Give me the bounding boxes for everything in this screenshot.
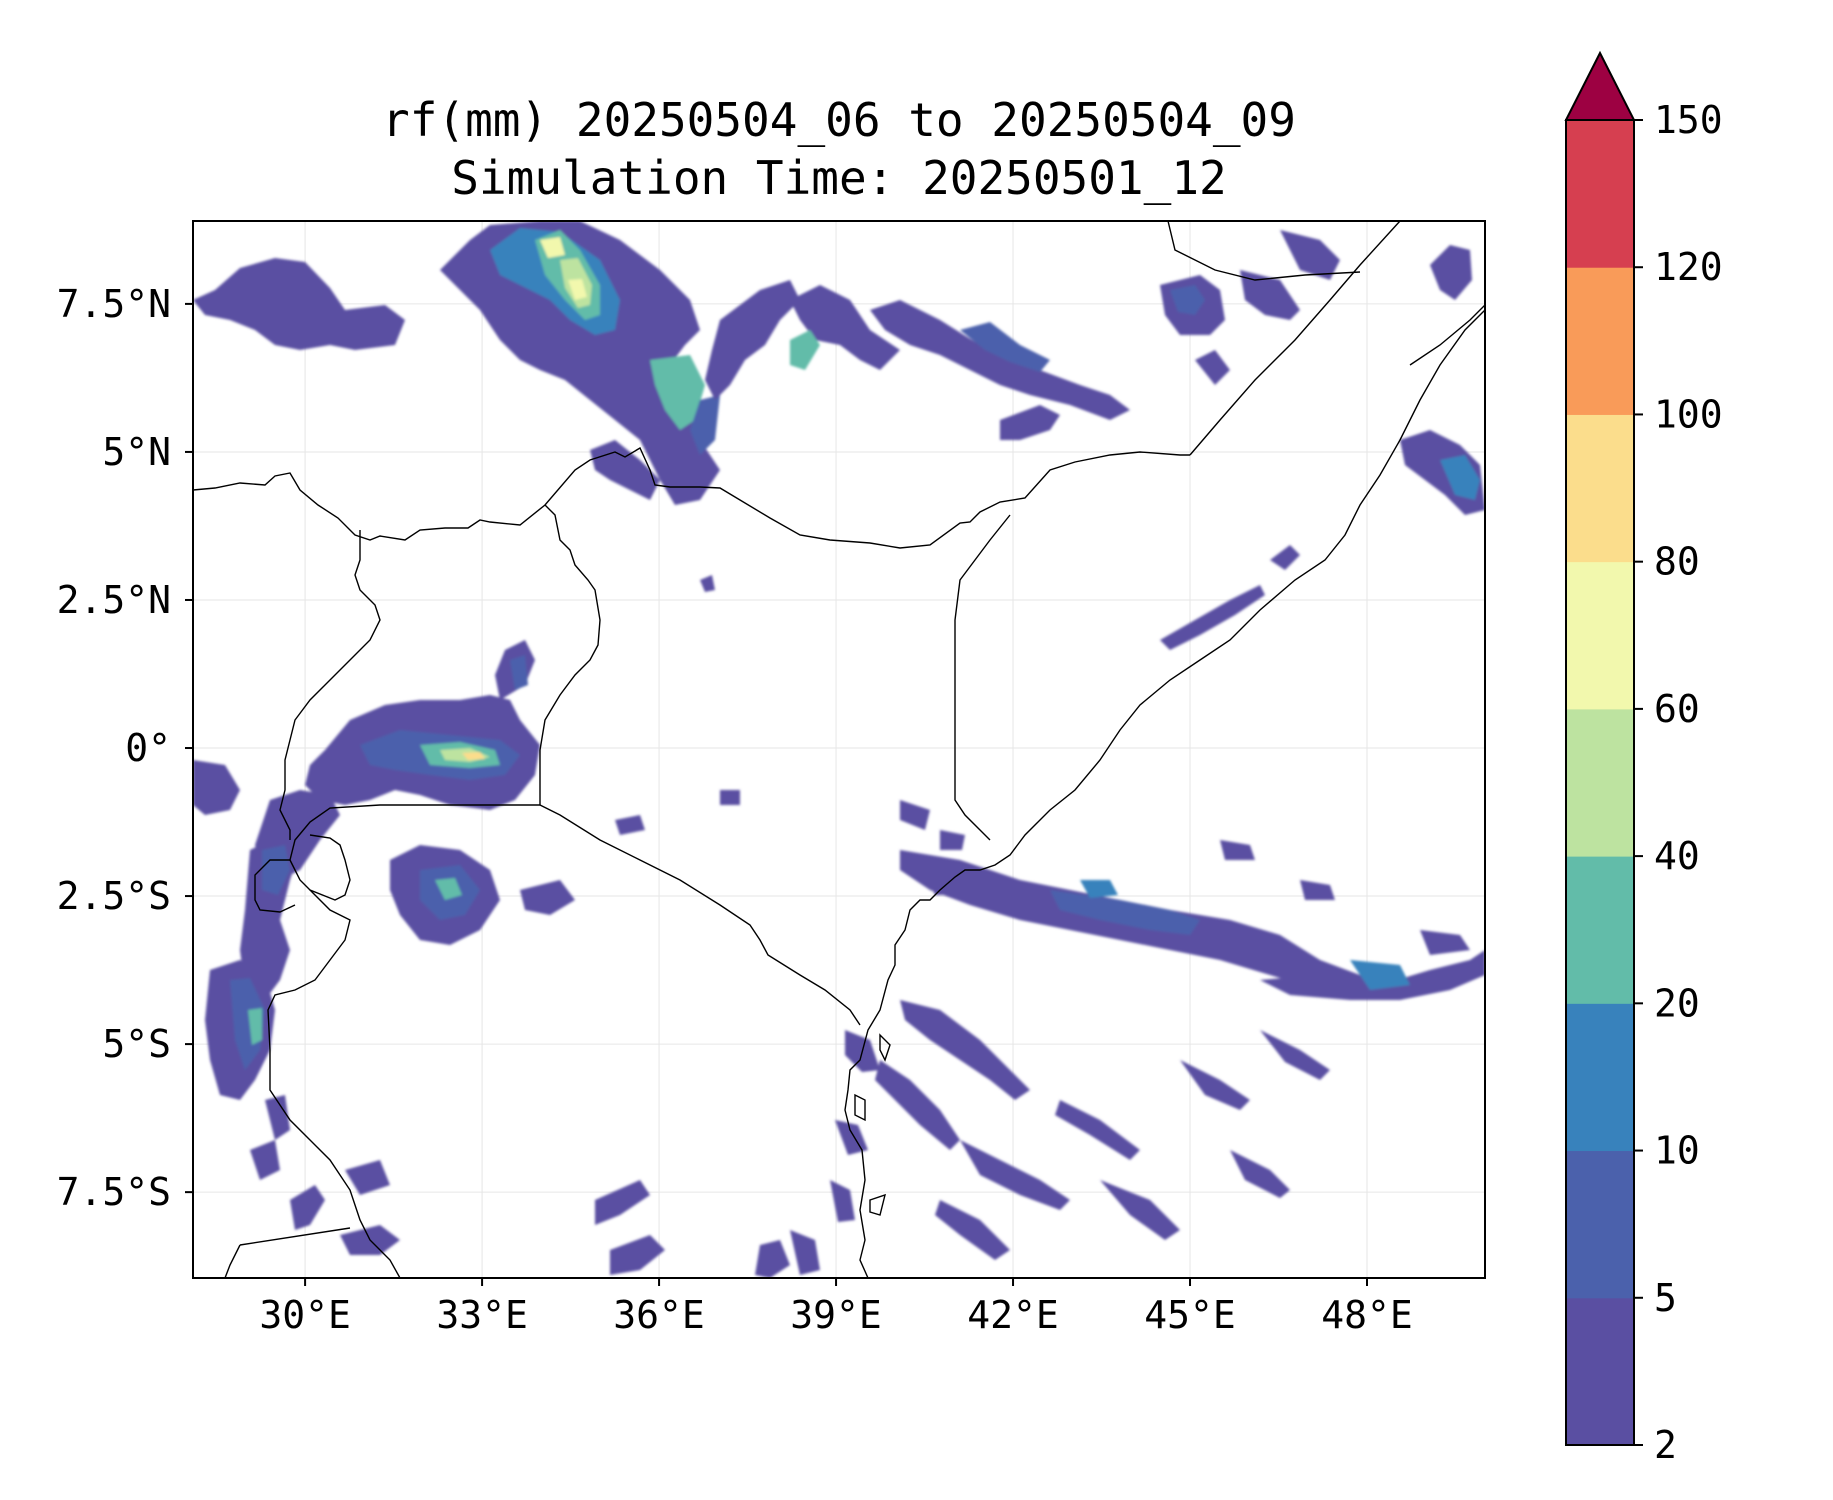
colorbar-band	[1566, 267, 1634, 415]
rainfall-field	[193, 221, 1485, 1278]
colorbar: 2 5 10 20 40 60 80 100 120 150	[1564, 50, 1723, 1467]
x-tick-label: 42°E	[967, 1293, 1059, 1337]
colorbar-band	[1566, 120, 1634, 268]
colorbar-tick-label: 80	[1654, 540, 1700, 584]
colorbar-band	[1566, 1003, 1634, 1152]
y-tick-label: 5°S	[102, 1022, 171, 1066]
colorbar-tick-label: 2	[1654, 1423, 1677, 1467]
x-tick-label: 30°E	[259, 1293, 351, 1337]
colorbar-tick-label: 60	[1654, 687, 1700, 731]
colorbar-band	[1566, 1150, 1634, 1299]
colorbar-tick-label: 100	[1654, 392, 1723, 436]
colorbar-band	[1566, 708, 1634, 857]
colorbar-band	[1566, 414, 1634, 563]
y-tick-label: 5°N	[102, 430, 171, 474]
x-tick-label: 45°E	[1144, 1293, 1236, 1337]
colorbar-tick-label: 120	[1654, 245, 1723, 289]
x-tick-label: 48°E	[1321, 1293, 1413, 1337]
y-tick-label: 7.5°S	[57, 1170, 171, 1214]
map-title: rf(mm) 20250504_06 to 20250504_09	[382, 93, 1296, 147]
colorbar-band	[1566, 856, 1634, 1004]
y-tick-label: 7.5°N	[57, 282, 171, 326]
colorbar-tick-label: 40	[1654, 834, 1700, 878]
colorbar-tick-label: 150	[1654, 98, 1723, 142]
colorbar-bands	[1566, 120, 1634, 1446]
x-tick-label: 33°E	[436, 1293, 528, 1337]
longitude-axis: 30°E 33°E 36°E 39°E 42°E 45°E 48°E	[259, 1278, 1413, 1337]
map-subtitle: Simulation Time: 20250501_12	[451, 151, 1226, 205]
colorbar-band	[1566, 1297, 1634, 1446]
colorbar-frame	[1565, 119, 1635, 1446]
y-tick-label: 2.5°N	[57, 578, 171, 622]
colorbar-tick-label: 10	[1654, 1129, 1700, 1173]
country-borders	[193, 221, 1485, 1278]
y-tick-label: 0°	[125, 726, 171, 770]
colorbar-ticks: 2 5 10 20 40 60 80 100 120 150	[1634, 98, 1723, 1467]
latitude-axis: 7.5°N 5°N 2.5°N 0° 2.5°S 5°S 7.5°S	[57, 282, 193, 1214]
colorbar-tick-label: 20	[1654, 981, 1700, 1025]
map-frame	[192, 220, 1486, 1279]
colorbar-band	[1566, 561, 1634, 710]
x-tick-label: 36°E	[613, 1293, 705, 1337]
map-panel: 30°E 33°E 36°E 39°E 42°E 45°E 48°E 7.5°N 5°N 2.5…	[57, 220, 1486, 1337]
colorbar-extend-arrow	[1564, 50, 1636, 121]
colorbar-tick-label: 5	[1654, 1276, 1677, 1320]
y-tick-label: 2.5°S	[57, 874, 171, 918]
x-tick-label: 39°E	[790, 1293, 882, 1337]
